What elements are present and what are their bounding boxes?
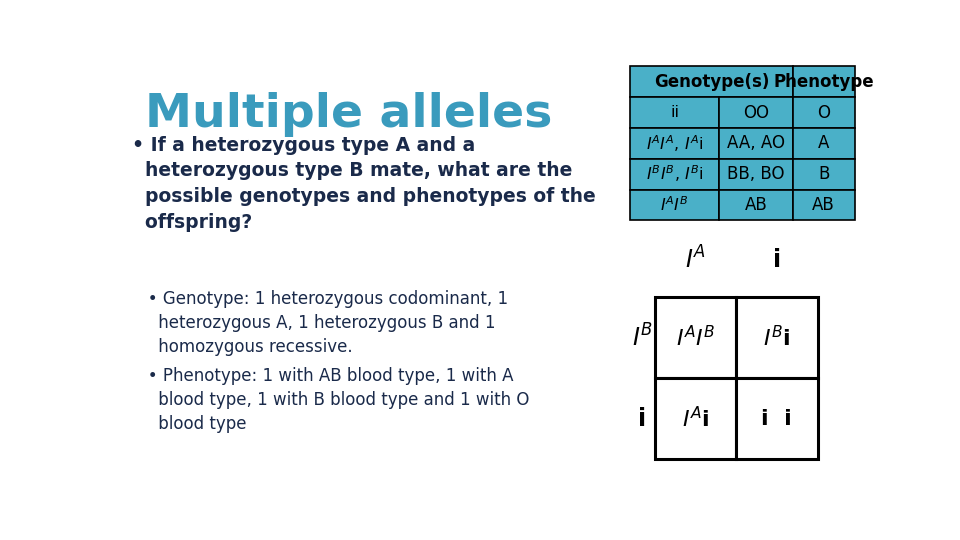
Bar [630, 159, 719, 190]
Text: Multiple alleles: Multiple alleles [145, 92, 552, 137]
Text: B: B [818, 165, 829, 183]
Text: $I^B$: $I^B$ [632, 324, 653, 352]
Text: AA, AO: AA, AO [727, 134, 785, 152]
Text: Phenotype: Phenotype [774, 73, 874, 91]
Text: AB: AB [812, 196, 835, 214]
Bar [630, 190, 719, 220]
Text: i: i [638, 407, 646, 430]
Text: $I^A$i: $I^A$i [682, 406, 709, 431]
Text: O: O [817, 104, 830, 122]
Bar [793, 190, 854, 220]
Bar [719, 190, 793, 220]
Text: AB: AB [745, 196, 767, 214]
Bar [655, 298, 736, 378]
Text: $I^A$: $I^A$ [685, 247, 706, 274]
Bar [630, 97, 719, 128]
Bar [736, 378, 818, 459]
Text: BB, BO: BB, BO [727, 165, 784, 183]
Bar [793, 66, 854, 97]
Text: Genotype(s): Genotype(s) [654, 73, 769, 91]
Text: i: i [773, 248, 780, 272]
Text: $I^AI^A$, $I^A$i: $I^AI^A$, $I^A$i [646, 133, 703, 154]
Text: $I^B$i: $I^B$i [763, 325, 790, 350]
Text: • Phenotype: 1 with AB blood type, 1 with A
     blood type, 1 with B blood type: • Phenotype: 1 with AB blood type, 1 wit… [132, 367, 529, 433]
Text: ii: ii [670, 105, 679, 120]
Bar [793, 128, 854, 159]
Text: • Genotype: 1 heterozygous codominant, 1
     heterozygous A, 1 heterozygous B a: • Genotype: 1 heterozygous codominant, 1… [132, 289, 508, 356]
Text: • If a heterozygous type A and a
  heterozygous type B mate, what are the
  poss: • If a heterozygous type A and a heteroz… [132, 136, 595, 232]
Bar [655, 378, 736, 459]
Bar [719, 159, 793, 190]
Bar [630, 128, 719, 159]
Text: $I^AI^B$: $I^AI^B$ [660, 195, 689, 214]
Text: $I^BI^B$, $I^B$i: $I^BI^B$, $I^B$i [646, 164, 703, 185]
Bar [719, 97, 793, 128]
Text: A: A [818, 134, 829, 152]
Text: i  i: i i [761, 409, 792, 429]
Text: OO: OO [743, 104, 769, 122]
Bar [719, 128, 793, 159]
Bar [630, 66, 793, 97]
Text: $I^AI^B$: $I^AI^B$ [676, 325, 715, 350]
Bar [793, 97, 854, 128]
Bar [793, 159, 854, 190]
Bar [736, 298, 818, 378]
